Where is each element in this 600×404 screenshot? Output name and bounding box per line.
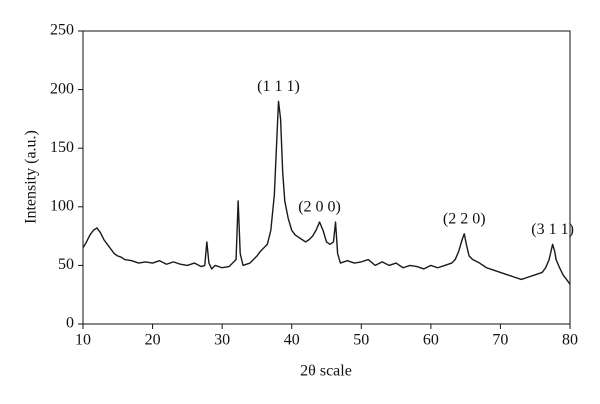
y-axis-label: Intensity (a.u.) <box>23 130 40 224</box>
data-line <box>82 100 571 285</box>
peak-annotation: (3 1 1) <box>531 221 574 238</box>
y-tick-label: 100 <box>50 197 74 214</box>
x-tick-label: 20 <box>145 332 161 349</box>
peak-annotation: (2 0 0) <box>298 199 341 216</box>
plot-frame <box>82 30 571 325</box>
x-tick-label: 60 <box>423 332 439 349</box>
y-tick-label: 50 <box>58 256 74 273</box>
peak-annotation: (2 2 0) <box>443 210 486 227</box>
y-tick-label: 150 <box>50 139 74 156</box>
y-tick-label: 0 <box>66 315 74 332</box>
peak-annotation: (1 1 1) <box>257 78 300 95</box>
x-tick-label: 80 <box>562 332 578 349</box>
x-tick-label: 30 <box>214 332 230 349</box>
x-axis-label: 2θ scale <box>300 363 352 380</box>
y-tick-label: 250 <box>50 22 74 39</box>
x-tick-label: 40 <box>284 332 300 349</box>
x-tick-label: 50 <box>353 332 369 349</box>
y-tick-label: 200 <box>50 80 74 97</box>
x-tick-label: 70 <box>492 332 508 349</box>
x-tick-label: 10 <box>75 332 91 349</box>
